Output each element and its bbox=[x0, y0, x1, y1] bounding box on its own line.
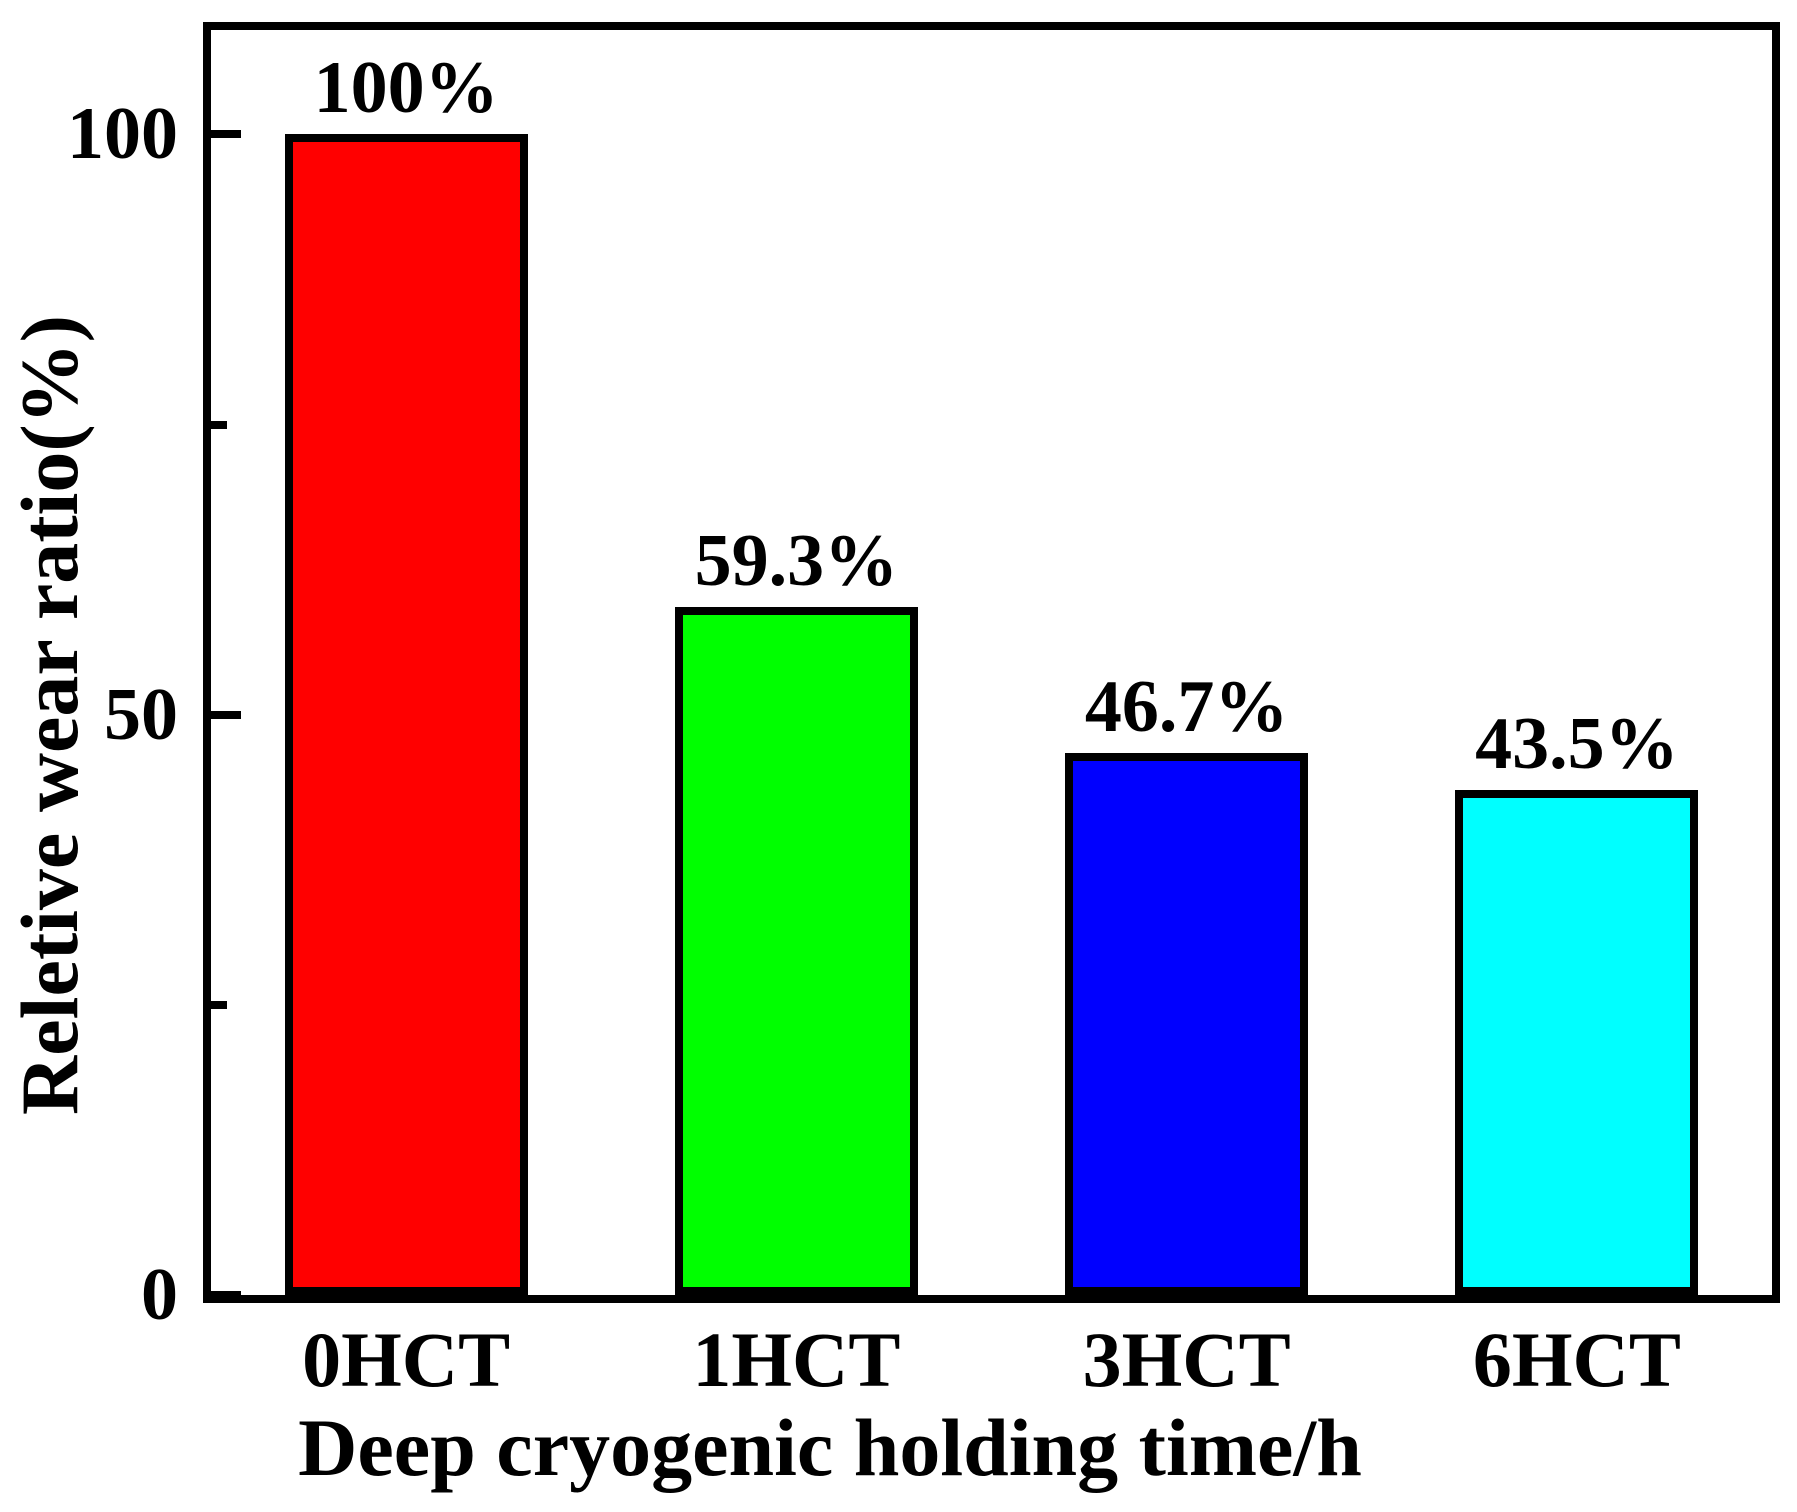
bar-3hct bbox=[1065, 753, 1309, 1295]
y-axis-major-tick bbox=[211, 130, 241, 139]
bar-value-label: 43.5% bbox=[1475, 703, 1679, 786]
y-axis-minor-tick bbox=[211, 420, 227, 429]
bar-0hct bbox=[284, 134, 528, 1295]
x-axis-category-label: 0HCT bbox=[302, 1316, 511, 1403]
y-axis-minor-tick bbox=[211, 1000, 227, 1009]
bar-value-label: 46.7% bbox=[1084, 666, 1289, 749]
x-axis-category-label: 6HCT bbox=[1472, 1316, 1681, 1403]
bar-value-label: 100% bbox=[313, 47, 499, 130]
x-axis-category-label: 1HCT bbox=[692, 1316, 901, 1403]
y-axis-tick-label: 0 bbox=[141, 1254, 178, 1336]
x-axis-category-label: 3HCT bbox=[1082, 1316, 1291, 1403]
y-axis-major-tick bbox=[211, 710, 241, 719]
bar-1hct bbox=[674, 606, 918, 1295]
y-axis-tick-label: 100 bbox=[67, 93, 178, 176]
y-axis-major-tick bbox=[211, 1291, 241, 1299]
plot-area: 100% 59.3% 46.7% 43.5% bbox=[203, 22, 1780, 1303]
bar-6hct bbox=[1455, 790, 1699, 1295]
x-axis-title: Deep cryogenic holding time/h bbox=[298, 1402, 1362, 1493]
y-axis-tick-label: 50 bbox=[104, 673, 178, 756]
bar-value-label: 59.3% bbox=[694, 519, 899, 602]
